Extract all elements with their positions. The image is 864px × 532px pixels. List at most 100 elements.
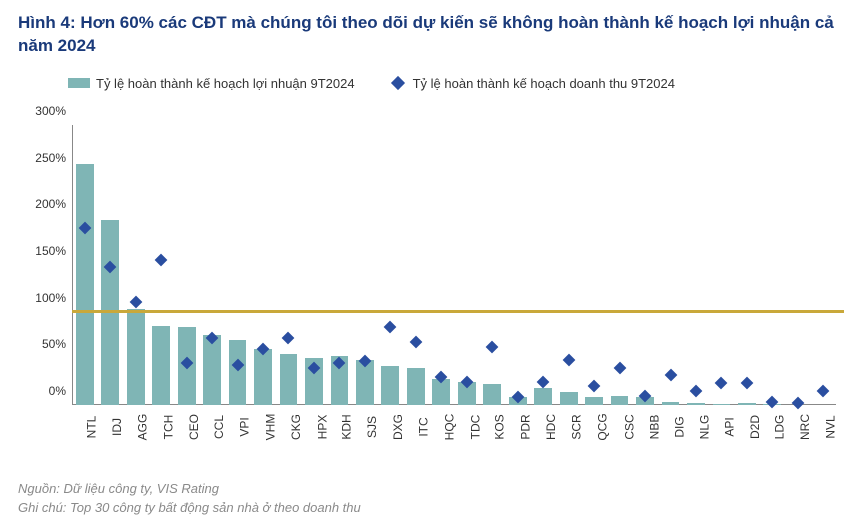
legend-item-diamond: Tỷ lệ hoàn thành kế hoạch doanh thu 9T20… xyxy=(389,76,675,91)
bar xyxy=(203,335,221,405)
legend-bar-label: Tỷ lệ hoàn thành kế hoạch lợi nhuận 9T20… xyxy=(96,76,355,91)
bars-container xyxy=(72,125,836,405)
x-tick-label: DIG xyxy=(660,409,685,423)
bar xyxy=(254,349,272,405)
bar-slot xyxy=(530,125,555,405)
x-tick-label: CCL xyxy=(200,409,225,423)
x-tick-label: CKG xyxy=(276,409,302,423)
bar xyxy=(483,384,501,405)
bar-slot xyxy=(581,125,606,405)
x-tick-label: SJS xyxy=(353,409,378,423)
diamond-marker xyxy=(384,321,397,334)
bar-slot xyxy=(429,125,454,405)
x-tick-label: API xyxy=(710,409,735,423)
bar xyxy=(534,388,552,405)
x-tick-label: VHM xyxy=(250,409,277,423)
legend: Tỷ lệ hoàn thành kế hoạch lợi nhuận 9T20… xyxy=(68,76,846,91)
bar-slot xyxy=(480,125,505,405)
legend-diamond-label: Tỷ lệ hoàn thành kế hoạch doanh thu 9T20… xyxy=(413,76,675,91)
x-tick-label: ITC xyxy=(404,409,429,423)
x-tick-label: NBB xyxy=(635,409,660,423)
plot-area: 0%50%100%150%200%250%300% xyxy=(72,125,836,405)
bar xyxy=(687,403,705,405)
x-tick-label: D2D xyxy=(735,409,760,423)
y-tick-label: 150% xyxy=(35,244,72,258)
diamond-marker xyxy=(817,385,830,398)
diamond-marker xyxy=(129,296,142,309)
chart-title: Hình 4: Hơn 60% các CĐT mà chúng tôi the… xyxy=(18,12,846,58)
bar-slot xyxy=(148,125,173,405)
diamond-swatch-icon xyxy=(391,76,405,90)
bar xyxy=(127,309,145,405)
x-tick-label: NRC xyxy=(785,409,811,423)
x-labels: NTLIDJAGGTCHCEOCCLVPIVHMCKGHPXKDHSJSDXGI… xyxy=(72,409,836,423)
legend-item-bar: Tỷ lệ hoàn thành kế hoạch lợi nhuận 9T20… xyxy=(68,76,355,91)
diamond-marker xyxy=(741,377,754,390)
bar-slot xyxy=(97,125,122,405)
x-tick-label: LDG xyxy=(760,409,785,423)
chart-area: 0%50%100%150%200%250%300% NTLIDJAGGTCHCE… xyxy=(58,105,836,405)
note-text: Ghi chú: Top 30 công ty bất động sản nhà… xyxy=(18,499,361,518)
diamond-marker xyxy=(537,376,550,389)
bar xyxy=(280,354,298,405)
x-tick-label: TDC xyxy=(455,409,480,423)
bar-slot xyxy=(683,125,708,405)
x-tick-label: HQC xyxy=(429,409,456,423)
source-text: Nguồn: Dữ liệu công ty, VIS Rating xyxy=(18,480,361,499)
bar-slot xyxy=(327,125,352,405)
bar-slot xyxy=(607,125,632,405)
bar-slot xyxy=(174,125,199,405)
y-tick-label: 100% xyxy=(35,291,72,305)
bar-slot xyxy=(785,125,810,405)
x-tick-label: PDR xyxy=(506,409,531,423)
bar-slot xyxy=(225,125,250,405)
bar-slot xyxy=(72,125,97,405)
bar-slot xyxy=(403,125,428,405)
diamond-marker xyxy=(155,254,168,267)
bar-slot xyxy=(378,125,403,405)
bar xyxy=(585,397,603,404)
bar xyxy=(611,396,629,404)
diamond-marker xyxy=(766,396,779,409)
threshold-line xyxy=(72,310,844,313)
diamond-marker xyxy=(409,336,422,349)
bar-swatch-icon xyxy=(68,78,90,88)
x-tick-label: NVL xyxy=(811,409,836,423)
diamond-marker xyxy=(486,341,499,354)
bar-slot xyxy=(658,125,683,405)
bar-slot xyxy=(734,125,759,405)
x-tick-label: NLG xyxy=(685,409,710,423)
y-tick-label: 200% xyxy=(35,197,72,211)
x-tick-label: KOS xyxy=(480,409,505,423)
diamond-marker xyxy=(690,385,703,398)
diamond-marker xyxy=(613,361,626,374)
bar-slot xyxy=(505,125,530,405)
x-tick-label: QCG xyxy=(582,409,609,423)
bar-slot xyxy=(352,125,377,405)
bar-slot xyxy=(301,125,326,405)
bar-slot xyxy=(250,125,275,405)
x-tick-label: TCH xyxy=(149,409,174,423)
x-tick-label: IDJ xyxy=(97,409,122,423)
diamond-marker xyxy=(562,354,575,367)
diamond-marker xyxy=(791,397,804,410)
bar xyxy=(713,404,731,405)
bar xyxy=(662,402,680,405)
bar xyxy=(229,340,247,405)
bar xyxy=(407,368,425,405)
y-tick-label: 50% xyxy=(42,337,72,351)
bar-slot xyxy=(709,125,734,405)
y-tick-label: 0% xyxy=(49,384,72,398)
bar-slot xyxy=(454,125,479,405)
bar-slot xyxy=(632,125,657,405)
bar xyxy=(381,366,399,405)
x-tick-label: HPX xyxy=(302,409,327,423)
x-tick-label: VPI xyxy=(225,409,250,423)
bar-slot xyxy=(276,125,301,405)
x-tick-label: CSC xyxy=(610,409,635,423)
x-tick-label: DXG xyxy=(378,409,404,423)
x-tick-label: AGG xyxy=(122,409,149,423)
diamond-marker xyxy=(664,369,677,382)
diamond-marker xyxy=(588,380,601,393)
bar xyxy=(560,392,578,405)
